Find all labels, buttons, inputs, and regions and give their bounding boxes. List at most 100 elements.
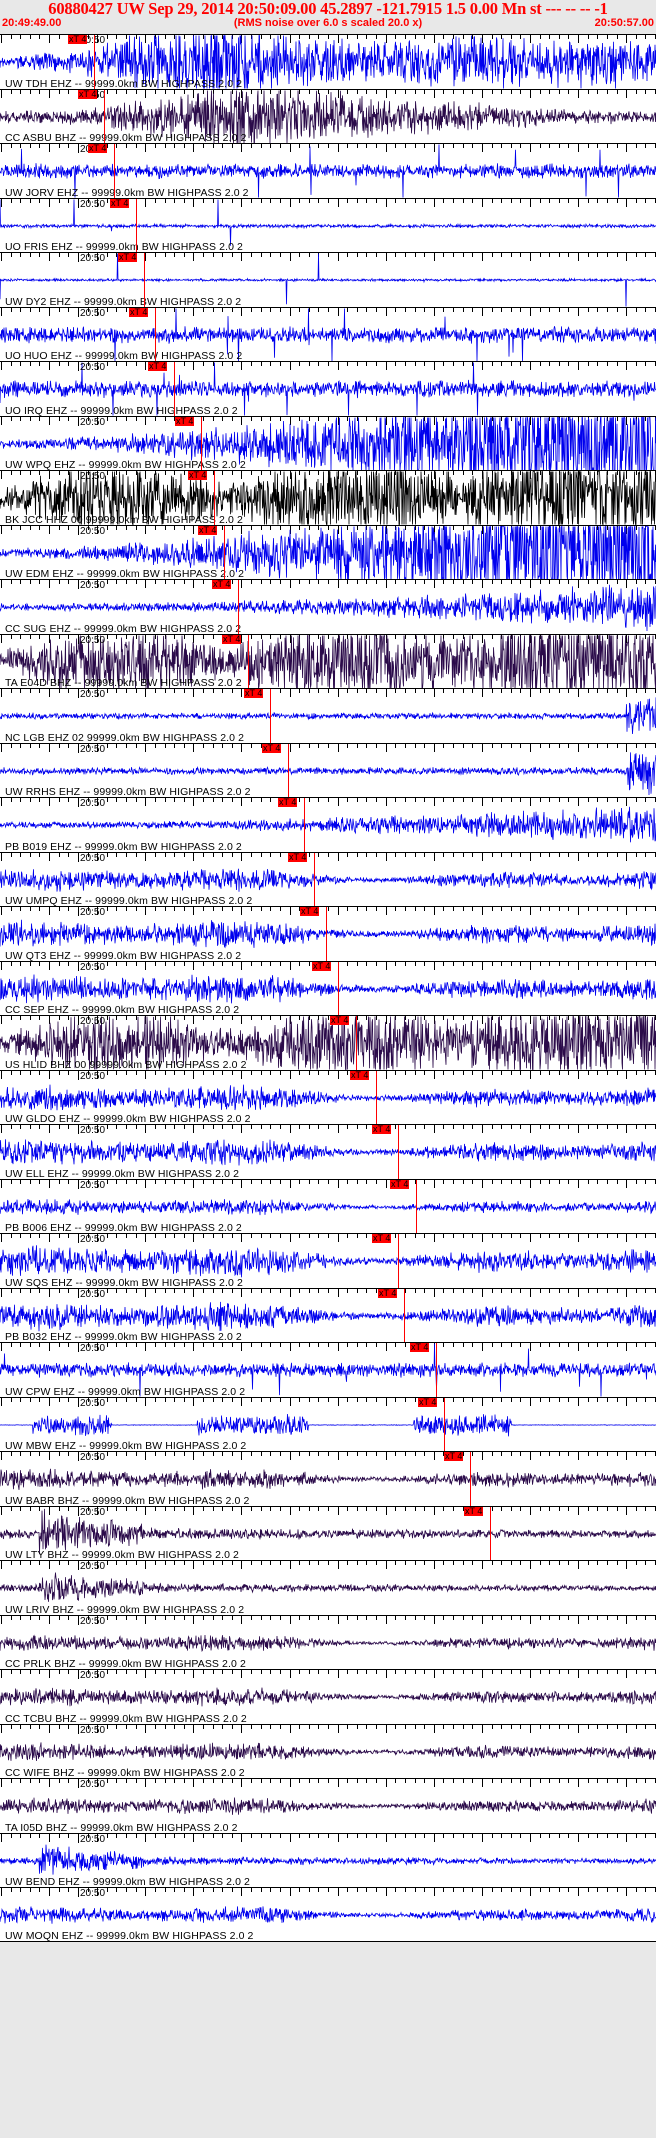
- waveform-plot[interactable]: [0, 1507, 656, 1561]
- trace-row[interactable]: 20:50 BK JCC HHZ 00 99999.0km BW HIGHPASS…: [0, 470, 656, 525]
- station-channel-label[interactable]: UW LRIV BHZ -- 99999.0km BW HIGHPASS 2.0…: [5, 1603, 245, 1615]
- waveform-plot[interactable]: [0, 144, 656, 198]
- station-channel-label[interactable]: UO HUO EHZ -- 99999.0km BW HIGHPASS 2.0 …: [5, 350, 243, 362]
- trace-row[interactable]: 20:50 UW RRHS EHZ -- 99999.0km BW HIGHPAS…: [0, 742, 656, 798]
- waveform-plot[interactable]: [0, 1234, 656, 1288]
- pick-marker-label[interactable]: xT 4: [350, 1069, 370, 1080]
- trace-row[interactable]: 20:50 UW BEND EHZ -- 99999.0km BW HIGHPAS…: [0, 1832, 656, 1888]
- waveform-plot[interactable]: [0, 1834, 656, 1888]
- pick-marker-label[interactable]: xT 4: [410, 1342, 430, 1352]
- trace-row[interactable]: 20:50 PB B019 EHZ -- 99999.0km BW HIGHPAS…: [0, 797, 656, 852]
- waveform-plot[interactable]: [0, 89, 656, 144]
- waveform-plot[interactable]: [0, 744, 656, 798]
- pick-marker-label[interactable]: xT 4: [378, 1287, 398, 1298]
- pick-marker-label[interactable]: xT 4: [188, 470, 208, 480]
- station-channel-label[interactable]: UW LTY BHZ -- 99999.0km BW HIGHPASS 2.0 …: [5, 1549, 239, 1561]
- station-channel-label[interactable]: UW ELL EHZ -- 99999.0km BW HIGHPASS 2.0 …: [5, 1167, 240, 1179]
- station-channel-label[interactable]: CC PRLK BHZ -- 99999.0km BW HIGHPASS 2.0…: [5, 1658, 246, 1670]
- waveform-plot[interactable]: [0, 525, 656, 580]
- station-channel-label[interactable]: UW JORV EHZ -- 99999.0km BW HIGHPASS 2.0…: [5, 186, 249, 198]
- pick-marker-label[interactable]: xT 4: [148, 361, 168, 371]
- pick-marker-label[interactable]: xT 4: [244, 688, 264, 698]
- trace-row[interactable]: 20:50 UW MBW EHZ -- 99999.0km BW HIGHPASS…: [0, 1396, 656, 1451]
- station-channel-label[interactable]: UW TDH EHZ -- 99999.0km BW HIGHPASS 2.0 …: [5, 77, 243, 89]
- trace-row[interactable]: 20:50 UO IRQ EHZ -- 99999.0km BW HIGHPASS…: [0, 361, 656, 416]
- station-channel-label[interactable]: UW WPQ EHZ -- 99999.0km BW HIGHPASS 2.0 …: [5, 459, 246, 471]
- station-channel-label[interactable]: CC WIFE BHZ -- 99999.0km BW HIGHPASS 2.0…: [5, 1767, 245, 1779]
- waveform-plot[interactable]: [0, 1561, 656, 1615]
- trace-row[interactable]: 20:50 CC SEP EHZ -- 99999.0km BW HIGHPASS…: [0, 960, 656, 1016]
- waveform-plot[interactable]: [0, 1725, 656, 1779]
- trace-row[interactable]: 20:50 UW LRIV BHZ -- 99999.0km BW HIGHPAS…: [0, 1560, 656, 1615]
- waveform-plot[interactable]: [0, 1071, 656, 1125]
- station-channel-label[interactable]: UW SQS EHZ -- 99999.0km BW HIGHPASS 2.0 …: [5, 1276, 243, 1288]
- station-channel-label[interactable]: UW MOQN EHZ -- 99999.0km BW HIGHPASS 2.0…: [5, 1929, 254, 1942]
- pick-marker-label[interactable]: xT 4: [110, 197, 130, 208]
- trace-row[interactable]: 20:50 CC SUG EHZ -- 99999.0km BW HIGHPASS…: [0, 579, 656, 634]
- pick-marker-label[interactable]: xT 4: [88, 143, 108, 153]
- trace-row[interactable]: 20:50 UW LTY BHZ -- 99999.0km BW HIGHPASS…: [0, 1505, 656, 1561]
- station-channel-label[interactable]: TA I05D BHZ -- 99999.0km BW HIGHPASS 2.0…: [5, 1821, 238, 1833]
- waveform-plot[interactable]: [0, 416, 656, 471]
- pick-marker-label[interactable]: xT 4: [129, 306, 149, 317]
- station-channel-label[interactable]: UW RRHS EHZ -- 99999.0km BW HIGHPASS 2.0…: [5, 786, 251, 798]
- waveform-plot[interactable]: [0, 634, 656, 689]
- station-channel-label[interactable]: TA E04D BHZ -- 99999.0km BW HIGHPASS 2.0…: [5, 677, 242, 689]
- station-channel-label[interactable]: UW EDM EHZ -- 99999.0km BW HIGHPASS 2.0 …: [5, 568, 245, 580]
- station-channel-label[interactable]: UW BEND EHZ -- 99999.0km BW HIGHPASS 2.0…: [5, 1876, 250, 1888]
- pick-marker-label[interactable]: xT 4: [222, 633, 242, 644]
- trace-row[interactable]: 20:50 PB B006 EHZ -- 99999.0km BW HIGHPAS…: [0, 1178, 656, 1234]
- trace-row[interactable]: 20:50 UO FRIS EHZ -- 99999.0km BW HIGHPAS…: [0, 197, 656, 252]
- waveform-plot[interactable]: [0, 1452, 656, 1506]
- waveform-plot[interactable]: [0, 962, 656, 1016]
- station-channel-label[interactable]: UW CPW EHZ -- 99999.0km BW HIGHPASS 2.0 …: [5, 1385, 246, 1397]
- station-channel-label[interactable]: US HLID BHZ 00 99999.0km BW HIGHPASS 2.0…: [5, 1058, 247, 1070]
- station-channel-label[interactable]: UW DY2 EHZ -- 99999.0km BW HIGHPASS 2.0 …: [5, 295, 242, 307]
- station-channel-label[interactable]: CC TCBU BHZ -- 99999.0km BW HIGHPASS 2.0…: [5, 1712, 247, 1724]
- waveform-plot[interactable]: [0, 362, 656, 416]
- trace-row[interactable]: 20:50 UW MOQN EHZ -- 99999.0km BW HIGHPAS…: [0, 1887, 656, 1942]
- waveform-plot[interactable]: [0, 253, 656, 307]
- trace-row[interactable]: 20:50 PB B032 EHZ -- 99999.0km BW HIGHPAS…: [0, 1287, 656, 1342]
- waveform-plot[interactable]: [0, 798, 656, 852]
- waveform-plot[interactable]: [0, 1616, 656, 1670]
- waveform-plot[interactable]: [0, 1670, 656, 1724]
- trace-row[interactable]: 20:50 UW BABR BHZ -- 99999.0km BW HIGHPAS…: [0, 1451, 656, 1506]
- pick-marker-label[interactable]: xT 4: [464, 1505, 484, 1516]
- pick-marker-label[interactable]: xT 4: [262, 742, 282, 753]
- pick-marker-label[interactable]: xT 4: [68, 34, 88, 44]
- station-channel-label[interactable]: CC ASBU BHZ -- 99999.0km BW HIGHPASS 2.0…: [5, 132, 247, 144]
- station-channel-label[interactable]: NC LGB EHZ 02 99999.0km BW HIGHPASS 2.0 …: [5, 731, 245, 743]
- trace-row[interactable]: 20:50 UW CPW EHZ -- 99999.0km BW HIGHPASS…: [0, 1342, 656, 1397]
- trace-row[interactable]: 20:50 CC TCBU BHZ -- 99999.0km BW HIGHPAS…: [0, 1669, 656, 1724]
- station-channel-label[interactable]: UO IRQ EHZ -- 99999.0km BW HIGHPASS 2.0 …: [5, 404, 238, 416]
- trace-row[interactable]: 20:50 NC LGB EHZ 02 99999.0km BW HIGHPASS…: [0, 688, 656, 743]
- waveform-plot[interactable]: [0, 35, 656, 89]
- pick-marker-label[interactable]: xT 4: [288, 851, 308, 862]
- waveform-plot[interactable]: [0, 1016, 656, 1070]
- pick-marker-label[interactable]: xT 4: [444, 1451, 464, 1461]
- pick-marker-label[interactable]: xT 4: [372, 1233, 392, 1243]
- waveform-plot[interactable]: [0, 580, 656, 634]
- pick-marker-label[interactable]: xT 4: [418, 1396, 438, 1407]
- station-channel-label[interactable]: UW QT3 EHZ -- 99999.0km BW HIGHPASS 2.0 …: [5, 949, 242, 961]
- pick-marker-label[interactable]: xT 4: [78, 88, 98, 99]
- pick-marker-label[interactable]: xT 4: [278, 797, 298, 807]
- trace-row[interactable]: 20:50 TA I05D BHZ -- 99999.0km BW HIGHPAS…: [0, 1778, 656, 1833]
- waveform-plot[interactable]: [0, 1779, 656, 1833]
- station-channel-label[interactable]: PB B006 EHZ -- 99999.0km BW HIGHPASS 2.0…: [5, 1222, 242, 1234]
- trace-row[interactable]: 20:50 UO HUO EHZ -- 99999.0km BW HIGHPASS…: [0, 306, 656, 362]
- pick-marker-label[interactable]: xT 4: [198, 524, 218, 535]
- waveform-plot[interactable]: [0, 1888, 656, 1942]
- trace-row[interactable]: 20:50 UW EDM EHZ -- 99999.0km BW HIGHPASS…: [0, 524, 656, 580]
- station-channel-label[interactable]: UW UMPQ EHZ -- 99999.0km BW HIGHPASS 2.0…: [5, 895, 253, 907]
- station-channel-label[interactable]: CC SEP EHZ -- 99999.0km BW HIGHPASS 2.0 …: [5, 1004, 240, 1016]
- trace-row[interactable]: 20:50 UW UMPQ EHZ -- 99999.0km BW HIGHPAS…: [0, 851, 656, 907]
- waveform-plot[interactable]: [0, 471, 656, 525]
- trace-row[interactable]: 20:50 CC PRLK BHZ -- 99999.0km BW HIGHPAS…: [0, 1614, 656, 1670]
- waveform-plot[interactable]: [0, 853, 656, 907]
- pick-marker-label[interactable]: xT 4: [372, 1124, 392, 1134]
- pick-marker-label[interactable]: xT 4: [118, 252, 138, 262]
- trace-row[interactable]: 20:50 UW ELL EHZ -- 99999.0km BW HIGHPASS…: [0, 1124, 656, 1179]
